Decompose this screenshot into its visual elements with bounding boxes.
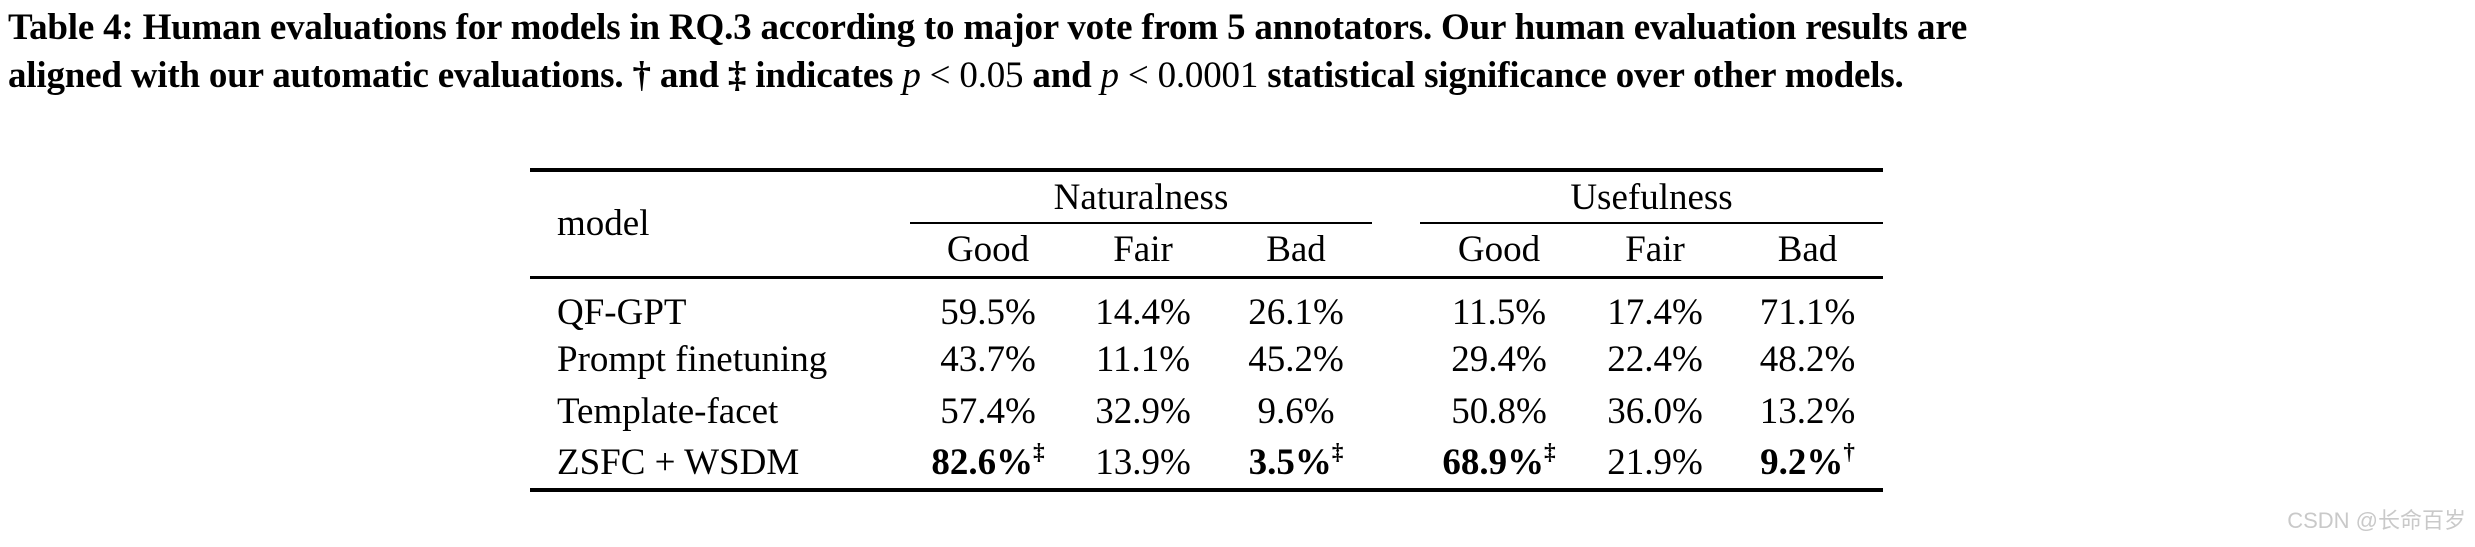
value-cell: 11.5% (1451, 291, 1547, 333)
group-header-naturalness: Naturalness (910, 170, 1373, 224)
subheader-usefulness-bad: Bad (1732, 223, 1884, 279)
value-cell: 43.7% (940, 339, 1036, 380)
caption-math-value: < 0.0001 (1118, 55, 1259, 96)
spacer-column (1372, 170, 1421, 279)
significance-marker: ‡ (1544, 438, 1556, 464)
caption-text: statistical significance over other mode… (1258, 55, 1904, 96)
value-cell: 50.8% (1451, 391, 1547, 432)
significance-marker: ‡ (1033, 438, 1045, 464)
value-cell: 48.2% (1759, 339, 1856, 380)
value-cell: 82.6%‡ (931, 438, 1045, 483)
significance-marker: ‡ (1331, 438, 1344, 464)
table-row: QF-GPT 59.5% 14.4% 26.1% 11.5% 17.4% 71.… (530, 277, 1883, 334)
value-cell: 29.4% (1451, 339, 1547, 380)
value-cell: 9.6% (1257, 391, 1335, 432)
table-caption: Table 4: Human evaluations for models in… (8, 4, 2469, 100)
value-cell: 32.9% (1095, 391, 1191, 432)
spacer-cell (1372, 277, 1420, 334)
value-cell: 36.0% (1607, 391, 1703, 432)
model-name: Prompt finetuning (557, 339, 828, 380)
spacer-cell (1372, 438, 1420, 490)
subheader-usefulness-good: Good (1420, 223, 1579, 279)
value-cell: 9.2%† (1760, 438, 1855, 483)
caption-math-p: p (1100, 55, 1120, 96)
column-header-model: model (530, 170, 910, 279)
caption-line-1: Table 4: Human evaluations for models in… (8, 7, 1968, 48)
model-name: QF-GPT (557, 291, 687, 333)
value-cell: 17.4% (1607, 291, 1703, 333)
value-cell: 13.9% (1095, 442, 1191, 483)
subheader-naturalness-good: Good (910, 223, 1066, 279)
significance-marker: † (1843, 438, 1855, 464)
model-name: ZSFC + WSDM (557, 442, 800, 483)
value-cell: 45.2% (1248, 339, 1344, 380)
spacer-cell (1372, 386, 1420, 438)
value-cell: 26.1% (1248, 291, 1344, 333)
human-evaluation-table: model Naturalness Usefulness Good Fair B… (530, 168, 1884, 492)
caption-line-2: aligned with our automatic evaluations. … (8, 52, 2469, 100)
caption-math-value: < 0.05 (920, 55, 1024, 96)
csdn-watermark: CSDN @长命百岁 (2287, 508, 2466, 533)
value-cell: 14.4% (1095, 291, 1191, 333)
value-cell: 68.9%‡ (1442, 438, 1556, 483)
group-header-usefulness: Usefulness (1420, 170, 1884, 224)
caption-math-p: p (902, 55, 921, 96)
value-cell: 22.4% (1607, 339, 1703, 380)
value-cell: 57.4% (940, 391, 1036, 432)
results-table: model Naturalness Usefulness Good Fair B… (530, 168, 1884, 492)
table-row: Prompt finetuning 43.7% 11.1% 45.2% 29.4… (530, 334, 1883, 386)
spacer-cell (1372, 334, 1420, 386)
model-name: Template-facet (557, 391, 779, 432)
caption-text: aligned with our automatic evaluations. … (8, 55, 903, 96)
table-row: Template-facet 57.4% 32.9% 9.6% 50.8% 36… (530, 386, 1883, 438)
caption-text: and (1023, 55, 1101, 96)
value-cell: 11.1% (1095, 339, 1191, 380)
value-cell: 59.5% (940, 291, 1036, 333)
subheader-usefulness-fair: Fair (1578, 223, 1733, 279)
value-cell: 3.5%‡ (1248, 438, 1344, 483)
subheader-naturalness-bad: Bad (1220, 223, 1373, 279)
subheader-naturalness-fair: Fair (1066, 223, 1220, 279)
value-cell: 13.2% (1759, 391, 1856, 432)
value-cell: 71.1% (1759, 291, 1856, 333)
table-row: ZSFC + WSDM 82.6%‡ 13.9% 3.5%‡ 68.9%‡ 21… (530, 438, 1883, 490)
value-cell: 21.9% (1607, 442, 1703, 483)
